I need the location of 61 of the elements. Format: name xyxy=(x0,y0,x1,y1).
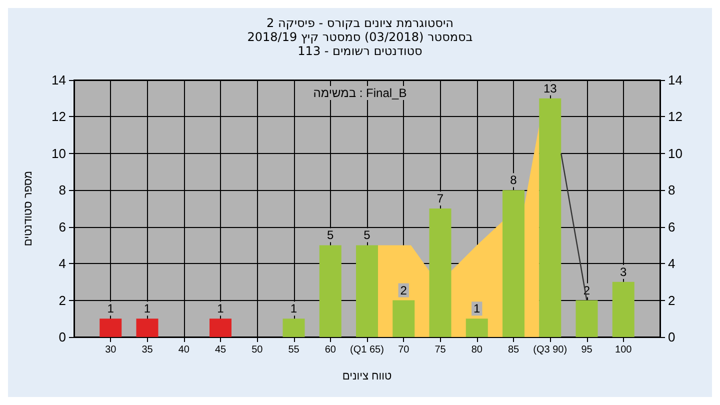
bar xyxy=(466,318,488,337)
x-tick-label: 40 xyxy=(178,344,190,356)
x-tick-label: 30 xyxy=(105,344,117,356)
x-tick-label: 45 xyxy=(214,344,226,356)
chart-subtitle: בסמסטר (03/2018) סמסטר קיץ 2018/19 סטודנטים רשומים - 113 xyxy=(247,30,473,58)
y-tick-label: 14 xyxy=(52,72,66,88)
y2-tick-label: 12 xyxy=(668,109,682,124)
data-label: 1 xyxy=(290,302,298,316)
bar xyxy=(210,318,232,337)
y-axis-title: מספר סטודנטים xyxy=(22,170,34,246)
y-tick-label: 4 xyxy=(58,256,66,272)
x-tick-label: (Q3 90) xyxy=(533,344,568,356)
y2-tick-label: 4 xyxy=(668,256,676,272)
x-tick-label: 50 xyxy=(252,344,264,356)
bar xyxy=(100,318,122,337)
data-label: 1 xyxy=(217,302,224,316)
data-label: 3 xyxy=(620,264,628,279)
data-label: 2 xyxy=(400,283,408,298)
annotation: במשימה : Final_B xyxy=(313,86,407,100)
bar xyxy=(356,245,378,337)
x-axis-title: טווח ציונים xyxy=(342,370,392,382)
x-tick-label: 80 xyxy=(471,344,483,356)
data-label: 8 xyxy=(510,173,518,188)
data-label: 5 xyxy=(364,228,371,242)
data-label: 7 xyxy=(436,192,444,206)
x-tick-label: 55 xyxy=(288,344,300,356)
bar xyxy=(502,190,524,337)
y-tick-label: 0 xyxy=(58,330,66,344)
data-label: 1 xyxy=(474,302,481,316)
y-tick-label: 10 xyxy=(52,146,66,161)
y-tick-label: 2 xyxy=(58,292,66,308)
x-tick-label: 70 xyxy=(398,344,410,356)
y2-tick-label: 10 xyxy=(668,146,682,161)
x-tick-label: 100 xyxy=(615,344,632,356)
bar xyxy=(539,98,562,337)
bar xyxy=(429,208,452,337)
y2-tick-label: 2 xyxy=(668,292,676,308)
x-tick-label: (Q1 65) xyxy=(350,344,384,356)
y-tick-label: 8 xyxy=(58,182,66,198)
data-label: 5 xyxy=(327,228,334,242)
bar xyxy=(392,300,415,337)
x-tick-label: 35 xyxy=(142,344,154,356)
y-tick-label: 6 xyxy=(58,219,66,234)
bar xyxy=(612,282,634,337)
data-label: 1 xyxy=(107,302,114,316)
data-label: 13 xyxy=(543,81,558,96)
bar xyxy=(576,300,598,337)
x-tick-label: 75 xyxy=(434,344,446,356)
x-tick-label: 60 xyxy=(324,344,336,356)
chart-title: היסטוגרמת ציונים בקורס - פיסיקה 2 xyxy=(266,16,454,30)
bar xyxy=(319,245,342,337)
data-label: 1 xyxy=(144,302,151,316)
bar xyxy=(282,318,305,337)
x-tick-label: 85 xyxy=(508,344,520,356)
y2-tick-label: 6 xyxy=(668,219,676,234)
y2-tick-label: 14 xyxy=(668,72,682,88)
x-tick-label: 95 xyxy=(581,344,593,356)
y2-tick-label: 8 xyxy=(668,182,676,198)
y-tick-label: 12 xyxy=(52,109,66,124)
bar xyxy=(136,318,158,337)
y2-tick-label: 0 xyxy=(668,330,676,344)
